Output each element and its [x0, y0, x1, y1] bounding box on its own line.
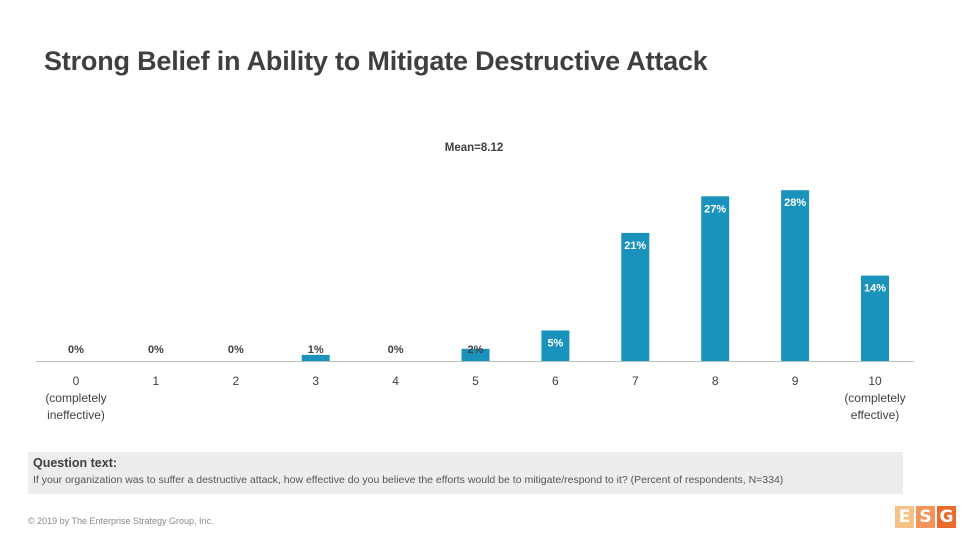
bar-6: [541, 330, 570, 361]
tick-sublabel-10-1: effective): [851, 408, 899, 422]
data-label-3: 1%: [308, 344, 324, 356]
data-label-7: 21%: [624, 240, 646, 252]
mean-annotation: Mean=8.12: [445, 142, 504, 154]
copyright-footer: © 2019 by The Enterprise Strategy Group,…: [28, 516, 214, 526]
bar-3: [301, 354, 330, 361]
bar-5: [461, 348, 490, 361]
tick-sublabel-0-1: ineffective): [47, 408, 105, 422]
data-label-9: 28%: [784, 197, 806, 209]
bar-7: [621, 232, 650, 361]
data-label-4: 0%: [388, 344, 404, 356]
tick-label-10: 10: [868, 374, 882, 388]
data-label-5: 2%: [468, 344, 484, 356]
tick-label-2: 2: [232, 374, 239, 388]
tick-label-0: 0: [73, 374, 80, 388]
tick-label-7: 7: [632, 374, 639, 388]
tick-label-1: 1: [153, 374, 160, 388]
data-label-8: 27%: [704, 203, 726, 215]
bar-10: [861, 275, 889, 361]
esg-logo: E S G: [895, 506, 956, 528]
tick-label-9: 9: [792, 374, 799, 388]
logo-letter-s: S: [916, 506, 935, 528]
logo-letter-g: G: [937, 506, 956, 528]
data-label-0: 0%: [68, 344, 84, 356]
bar-9: [781, 190, 810, 361]
tick-label-4: 4: [392, 374, 399, 388]
data-label-2: 0%: [228, 344, 244, 356]
tick-sublabel-0-0: (completely: [45, 391, 106, 405]
bar-chart: Mean=8.12 0% 0 (completely ineffective) 0% 1 0%…: [36, 142, 914, 422]
tick-label-5: 5: [472, 374, 479, 388]
data-label-6: 5%: [547, 338, 563, 350]
tick-sublabel-10-0: (completely: [844, 391, 905, 405]
tick-label-6: 6: [552, 374, 559, 388]
question-box: Question text: If your organization was …: [28, 452, 903, 494]
tick-label-8: 8: [712, 374, 719, 388]
tick-label-3: 3: [312, 374, 319, 388]
data-label-1: 0%: [148, 344, 164, 356]
data-label-10: 14%: [864, 283, 886, 295]
logo-letter-e: E: [895, 506, 914, 528]
chart-title: Strong Belief in Ability to Mitigate Des…: [44, 46, 708, 76]
bar-8: [701, 196, 730, 361]
question-text: If your organization was to suffer a des…: [33, 474, 784, 486]
question-label: Question text:: [33, 456, 118, 470]
